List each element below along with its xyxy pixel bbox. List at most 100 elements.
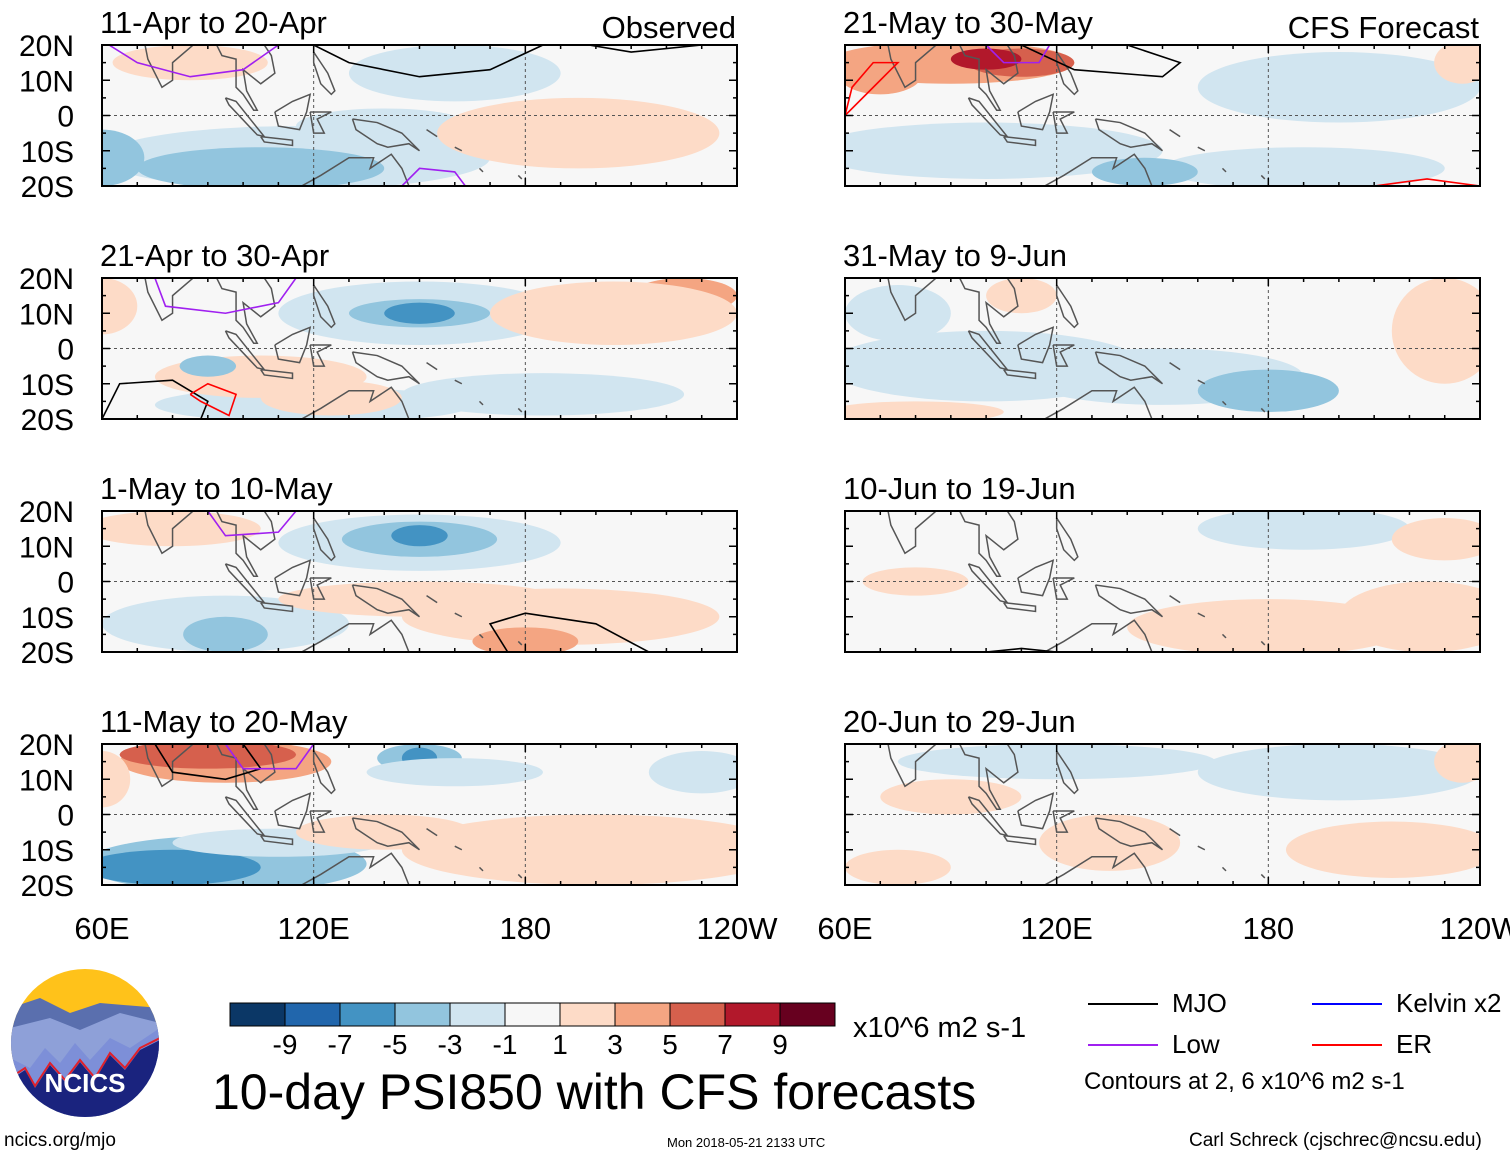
coastline [1221, 167, 1227, 173]
lat-tick-label: 20N [19, 496, 74, 529]
colorbar-swatch [559, 1002, 616, 1027]
coastline [274, 792, 312, 830]
colorbar-units: x10^6 m2 s-1 [853, 1012, 1027, 1044]
coastline [478, 167, 484, 173]
contour-mjo [102, 379, 209, 419]
coastline [1197, 379, 1206, 385]
coastline [1043, 153, 1153, 186]
colorbar-label: 3 [607, 1029, 623, 1060]
coastline [351, 118, 421, 152]
coastline [215, 511, 276, 577]
panel-title: 11-May to 20-May [100, 704, 348, 739]
logo-text: NCICS [45, 1068, 126, 1098]
coastline [351, 817, 421, 851]
colorbar-swatch [394, 1002, 451, 1027]
coastline [517, 174, 523, 180]
coastline [1052, 111, 1075, 134]
panel-title: 20-Jun to 29-Jun [843, 704, 1076, 739]
colorbar-label: -5 [383, 1029, 408, 1060]
coastline [351, 584, 421, 618]
coastline [274, 93, 312, 131]
anomaly-shading [1091, 157, 1198, 186]
coastline [967, 563, 1010, 604]
anomaly-shading [845, 285, 951, 342]
legend-label: Low [1172, 1029, 1220, 1059]
lon-tick-label: 120W [1440, 911, 1510, 946]
coastline [1197, 612, 1206, 618]
anomaly-shading [183, 616, 268, 652]
coastline [967, 97, 1010, 138]
lat-tick-label: 10S [21, 136, 74, 169]
anomaly-shading [366, 758, 543, 787]
lon-tick-label: 60E [817, 911, 872, 946]
coastline [215, 278, 276, 344]
coastline [300, 852, 410, 885]
coastline [1221, 633, 1227, 639]
colorbar-label: -3 [438, 1029, 463, 1060]
coastline [1043, 852, 1153, 885]
coastline [224, 330, 267, 371]
anomaly-shading [384, 302, 455, 324]
anomaly-shading [845, 849, 951, 885]
colorbar-swatch [339, 1002, 396, 1027]
lon-tick-label: 180 [1242, 911, 1294, 946]
coastline [1017, 559, 1055, 597]
colorbar-label: 5 [662, 1029, 678, 1060]
coastline [1221, 400, 1227, 406]
colorbar-label: 9 [772, 1029, 788, 1060]
panel-content [102, 278, 737, 419]
coastline [426, 827, 438, 837]
coastline [454, 845, 463, 851]
coastline [517, 873, 523, 879]
legend-label: Kelvin x2 [1396, 988, 1502, 1018]
coastline [1043, 619, 1153, 652]
lat-tick-label: 20N [19, 263, 74, 296]
footer-url[interactable]: ncics.org/mjo [4, 1130, 116, 1151]
coastline [1003, 368, 1037, 380]
coastline [1017, 93, 1055, 131]
coastline [454, 379, 463, 385]
coastline [144, 45, 195, 89]
contour-mjo [488, 612, 650, 652]
contour-mjo [313, 45, 544, 78]
panel-content [845, 278, 1480, 419]
coastline [300, 619, 410, 652]
lat-tick-label: 20S [21, 404, 74, 437]
lat-tick-label: 10S [21, 602, 74, 635]
colorbar: -9 -7 -5 -3 -1 1 3 5 7 9 [229, 1002, 836, 1060]
colorbar-swatch [724, 1002, 781, 1027]
figure-title: 10-day PSI850 with CFS forecasts [212, 1064, 977, 1120]
panel-title: 31-May to 9-Jun [843, 238, 1067, 273]
colorbar-swatch [284, 1002, 341, 1027]
lon-tick-label: 120W [697, 911, 779, 946]
lat-tick-label: 20S [21, 870, 74, 903]
panel-content [845, 45, 1480, 186]
panel-content [102, 45, 737, 186]
coastline [144, 744, 195, 788]
anomaly-shading [845, 122, 1163, 179]
coastline [887, 744, 938, 788]
anomaly-shading [1434, 45, 1480, 84]
contour-low [154, 278, 297, 315]
coastline [1017, 792, 1055, 830]
contour-mjo [1021, 45, 1182, 78]
anomaly-shading [391, 525, 448, 547]
anomaly-shading [296, 814, 473, 850]
anomaly-shading [1197, 369, 1339, 412]
coastline [1260, 174, 1266, 180]
colorbar-label: 1 [552, 1029, 568, 1060]
contour-er [1374, 178, 1480, 186]
coastline [967, 330, 1010, 371]
panel-content [845, 744, 1480, 885]
map-panel: 20-Jun to 29-Jun [843, 704, 1481, 886]
coastline [1094, 351, 1164, 385]
anomaly-shading [401, 373, 685, 416]
anomaly-shading [490, 281, 737, 345]
lat-tick-label: 0 [57, 567, 74, 600]
column-header: CFS Forecast [1288, 10, 1480, 45]
coastline [1094, 817, 1164, 851]
anomaly-shading [102, 751, 131, 808]
